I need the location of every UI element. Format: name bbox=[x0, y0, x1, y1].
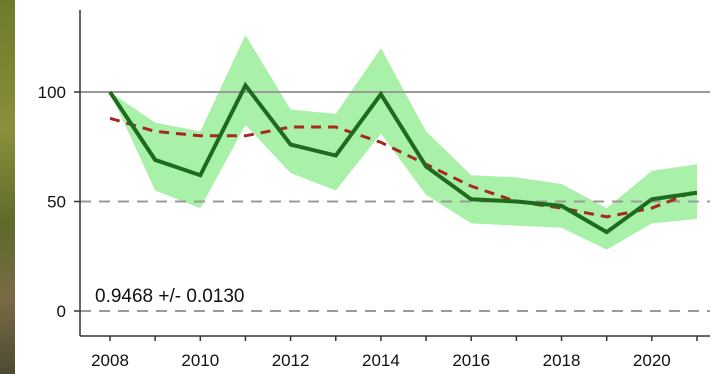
x-tick-label: 2016 bbox=[452, 351, 490, 370]
y-tick-label: 100 bbox=[38, 83, 66, 102]
x-tick-label: 2012 bbox=[272, 351, 310, 370]
photo-edge bbox=[0, 0, 15, 374]
x-tick-label: 2010 bbox=[181, 351, 219, 370]
chart-annotation: 0.9468 +/- 0.0130 bbox=[95, 286, 245, 307]
x-tick-label: 2014 bbox=[362, 351, 400, 370]
x-tick-label: 2008 bbox=[91, 351, 129, 370]
y-tick-label: 0 bbox=[57, 302, 66, 321]
x-tick-label: 2020 bbox=[633, 351, 671, 370]
y-tick-label: 50 bbox=[47, 193, 66, 212]
x-tick-label: 2018 bbox=[543, 351, 581, 370]
index-line bbox=[108, 81, 698, 235]
confidence-band bbox=[110, 35, 697, 250]
